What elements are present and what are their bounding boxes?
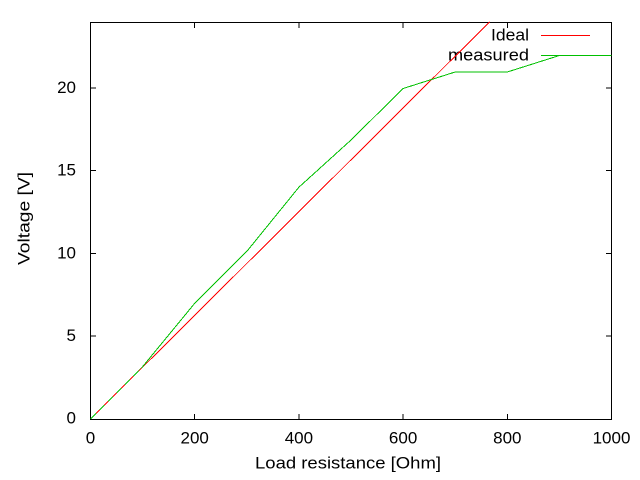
svg-text:measured: measured xyxy=(448,46,529,65)
svg-text:Load resistance [Ohm]: Load resistance [Ohm] xyxy=(255,454,441,473)
svg-text:20: 20 xyxy=(57,78,76,97)
svg-text:0: 0 xyxy=(86,429,95,448)
svg-text:1000: 1000 xyxy=(593,429,631,448)
svg-text:0: 0 xyxy=(67,409,76,428)
svg-text:200: 200 xyxy=(181,429,209,448)
svg-text:800: 800 xyxy=(493,429,521,448)
svg-text:10: 10 xyxy=(57,243,76,262)
svg-text:600: 600 xyxy=(389,429,417,448)
svg-text:5: 5 xyxy=(67,326,76,345)
svg-text:400: 400 xyxy=(285,429,313,448)
svg-text:Ideal: Ideal xyxy=(491,26,529,45)
svg-text:15: 15 xyxy=(57,161,76,180)
svg-text:Voltage [V]: Voltage [V] xyxy=(15,172,34,265)
